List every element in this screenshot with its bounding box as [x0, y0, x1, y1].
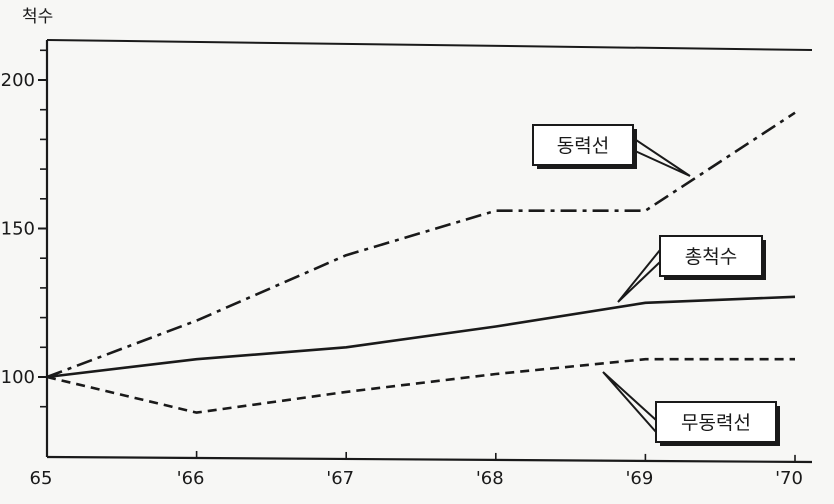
top-border-line — [46, 39, 813, 51]
x-tick-label: '67 — [326, 468, 354, 489]
x-tick-label: '69 — [625, 468, 653, 489]
series-line-0 — [46, 111, 796, 379]
callout-pointer — [617, 249, 661, 303]
x-tick-label: 65 — [30, 468, 53, 489]
series-line-1 — [46, 295, 796, 379]
x-tick-label: '66 — [177, 468, 205, 489]
series-label: 동력선 — [557, 135, 609, 157]
y-axis-title: 척수 — [22, 7, 53, 27]
callout-pointer — [632, 137, 691, 177]
series-label: 무동력선 — [681, 412, 751, 434]
callout-box — [532, 124, 634, 166]
callout-box — [655, 401, 777, 443]
x-tick-label: '70 — [775, 468, 803, 489]
x-axis-line — [46, 455, 813, 464]
y-tick-label: 150 — [1, 219, 35, 240]
x-tick-label: '68 — [476, 468, 504, 489]
series-label: 총척수 — [685, 246, 737, 268]
callout-box — [659, 235, 763, 277]
y-tick-label: 200 — [1, 70, 35, 91]
series-layer — [46, 111, 796, 414]
callout-pointer — [602, 371, 657, 433]
axes-layer: 100 150 200 65 '66 '67 '68 '69 '70 — [1, 39, 813, 489]
y-tick-label: 100 — [1, 367, 35, 388]
series-line-2 — [46, 357, 795, 414]
